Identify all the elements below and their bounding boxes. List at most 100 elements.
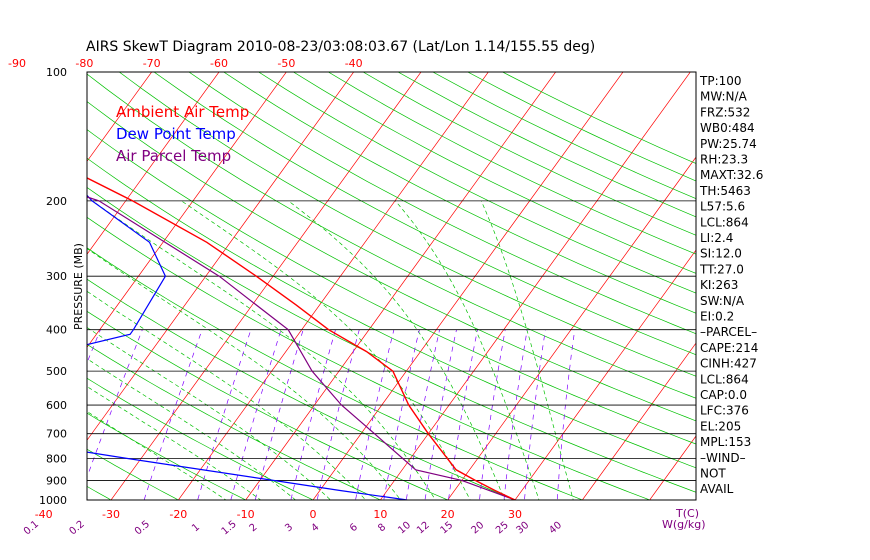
parcel-temp-series	[87, 196, 516, 500]
mixing-ratio-line	[316, 329, 360, 500]
pressure-tick-label: 400	[46, 324, 67, 337]
mixing-ratio-tick-label: 20	[469, 520, 486, 537]
mixing-ratio-tick-label: 3	[283, 522, 295, 535]
isotherm-line	[0, 62, 24, 509]
index-entry: SW:N/A	[700, 294, 745, 308]
mixing-ratio-tick-label: 12	[415, 520, 432, 537]
index-entry: LCL:864	[700, 215, 749, 229]
isotherm-line	[87, 72, 153, 162]
dry-adiabat-line	[87, 157, 696, 469]
dry-adiabat-line	[153, 72, 696, 356]
dry-adiabat-line	[0, 72, 59, 509]
mixing-ratio-line	[405, 329, 440, 500]
mixing-ratio-tick-label: 4	[310, 522, 322, 535]
moist-adiabat-line	[87, 327, 332, 500]
pressure-tick-label: 500	[46, 365, 67, 378]
isotherm-line	[379, 72, 691, 500]
mixing-ratio-tick-label: 1	[190, 522, 202, 535]
mixing-ratio-line	[230, 329, 282, 500]
index-entry: LI:2.4	[700, 231, 733, 245]
chart-title: AIRS SkewT Diagram 2010-08-23/03:08:03.6…	[86, 39, 595, 55]
legend-entry: Dew Point Temp	[116, 125, 236, 143]
moist-adiabat-line	[87, 358, 297, 500]
index-entry: RH:23.3	[700, 153, 748, 167]
bottom-temp-tick-label: -30	[102, 508, 120, 521]
bottom-temp-tick-label: 30	[508, 508, 522, 521]
isotherm-line	[110, 72, 422, 500]
isotherm-line	[312, 72, 624, 500]
index-entry: –PARCEL–	[700, 325, 757, 339]
mixing-ratio-tick-label: 15	[438, 520, 455, 537]
pressure-tick-label: 800	[46, 453, 67, 466]
moist-adiabat-line	[87, 386, 262, 500]
top-temp-tick-label: -50	[277, 57, 295, 70]
pressure-tick-label: 700	[46, 428, 67, 441]
mixing-ratio-tick-label: 1.5	[220, 519, 239, 538]
moist-adiabat-line	[394, 200, 540, 500]
bottom-temp-tick-label: -20	[169, 508, 187, 521]
index-entry: SI:12.0	[700, 247, 742, 261]
index-entry: TP:100	[699, 74, 742, 88]
index-entry: L57:5.6	[700, 200, 745, 214]
isotherm-line	[177, 72, 489, 500]
mixing-ratio-line	[556, 329, 576, 500]
mixing-ratio-line	[524, 329, 546, 500]
top-temp-tick-label: -40	[345, 57, 363, 70]
bottom-temp-tick-label: 10	[373, 508, 387, 521]
pressure-tick-label: 200	[46, 195, 67, 208]
mixing-ratio-tick-label: 0.2	[68, 519, 87, 538]
mixing-ratio-line	[143, 329, 203, 500]
dry-adiabat-line	[223, 72, 696, 314]
dry-adiabat-line	[293, 72, 696, 274]
dry-adiabat-line	[87, 186, 696, 493]
moist-adiabat-line	[288, 200, 506, 500]
mixing-ratio-tick-label: 0.5	[133, 519, 152, 538]
moist-adiabat-line	[87, 411, 227, 500]
bottom-temp-tick-label: -10	[237, 508, 255, 521]
mixing-ratio-line	[355, 329, 395, 500]
index-entry: KI:263	[700, 278, 738, 292]
mixing-ratio-line	[383, 329, 420, 500]
dry-adiabat-line	[87, 129, 696, 445]
isotherm-line	[87, 72, 355, 441]
bottom-temp-tick-label: -40	[35, 508, 53, 521]
chart-legend: Ambient Air Temp Dew Point Temp Air Parcel…	[116, 103, 249, 165]
isotherm-line	[87, 72, 287, 348]
isotherm-line	[447, 156, 696, 500]
dry-adiabat-line	[467, 72, 696, 182]
bottom-temp-tick-label: 20	[441, 508, 455, 521]
dry-adiabat-line	[397, 72, 696, 218]
isotherm-line	[87, 72, 220, 255]
dry-adiabat-line	[87, 310, 449, 500]
index-entry: MPL:153	[700, 435, 751, 449]
top-temp-tick-label: -80	[75, 57, 93, 70]
mixing-ratio-unit-label: W(g/kg)	[662, 518, 706, 531]
mixing-ratio-line	[479, 329, 506, 500]
top-temp-tick-label: -70	[143, 57, 161, 70]
index-entry: CINH:427	[700, 357, 757, 371]
mixing-ratio-line	[87, 329, 143, 479]
mixing-ratio-line	[503, 329, 528, 500]
dry-adiabat-line	[87, 73, 696, 399]
chart-labels: 1002003004005006007008009001000-120-110-…	[8, 57, 697, 538]
dew-point-series	[87, 194, 408, 500]
index-entry: AVAIL	[700, 482, 734, 496]
top-temp-tick-label: -60	[210, 57, 228, 70]
bottom-temp-tick-label: 0	[310, 508, 317, 521]
pressure-tick-label: 300	[46, 270, 67, 283]
dry-adiabat-line	[328, 72, 696, 255]
dry-adiabat-line	[87, 377, 314, 500]
dry-adiabat-line	[87, 216, 651, 500]
mixing-ratio-line	[424, 329, 457, 500]
index-entry: MW:N/A	[700, 90, 748, 104]
dry-adiabat-line	[87, 278, 516, 500]
mixing-ratio-tick-label: 0.1	[22, 519, 41, 538]
mixing-ratio-tick-label: 10	[396, 520, 413, 537]
index-entry: CAPE:214	[700, 341, 758, 355]
mixing-ratio-tick-label: 8	[376, 522, 388, 535]
dry-adiabat-line	[188, 72, 696, 335]
pressure-tick-label: 100	[46, 66, 67, 79]
mixing-ratio-tick-label: 30	[514, 520, 531, 537]
